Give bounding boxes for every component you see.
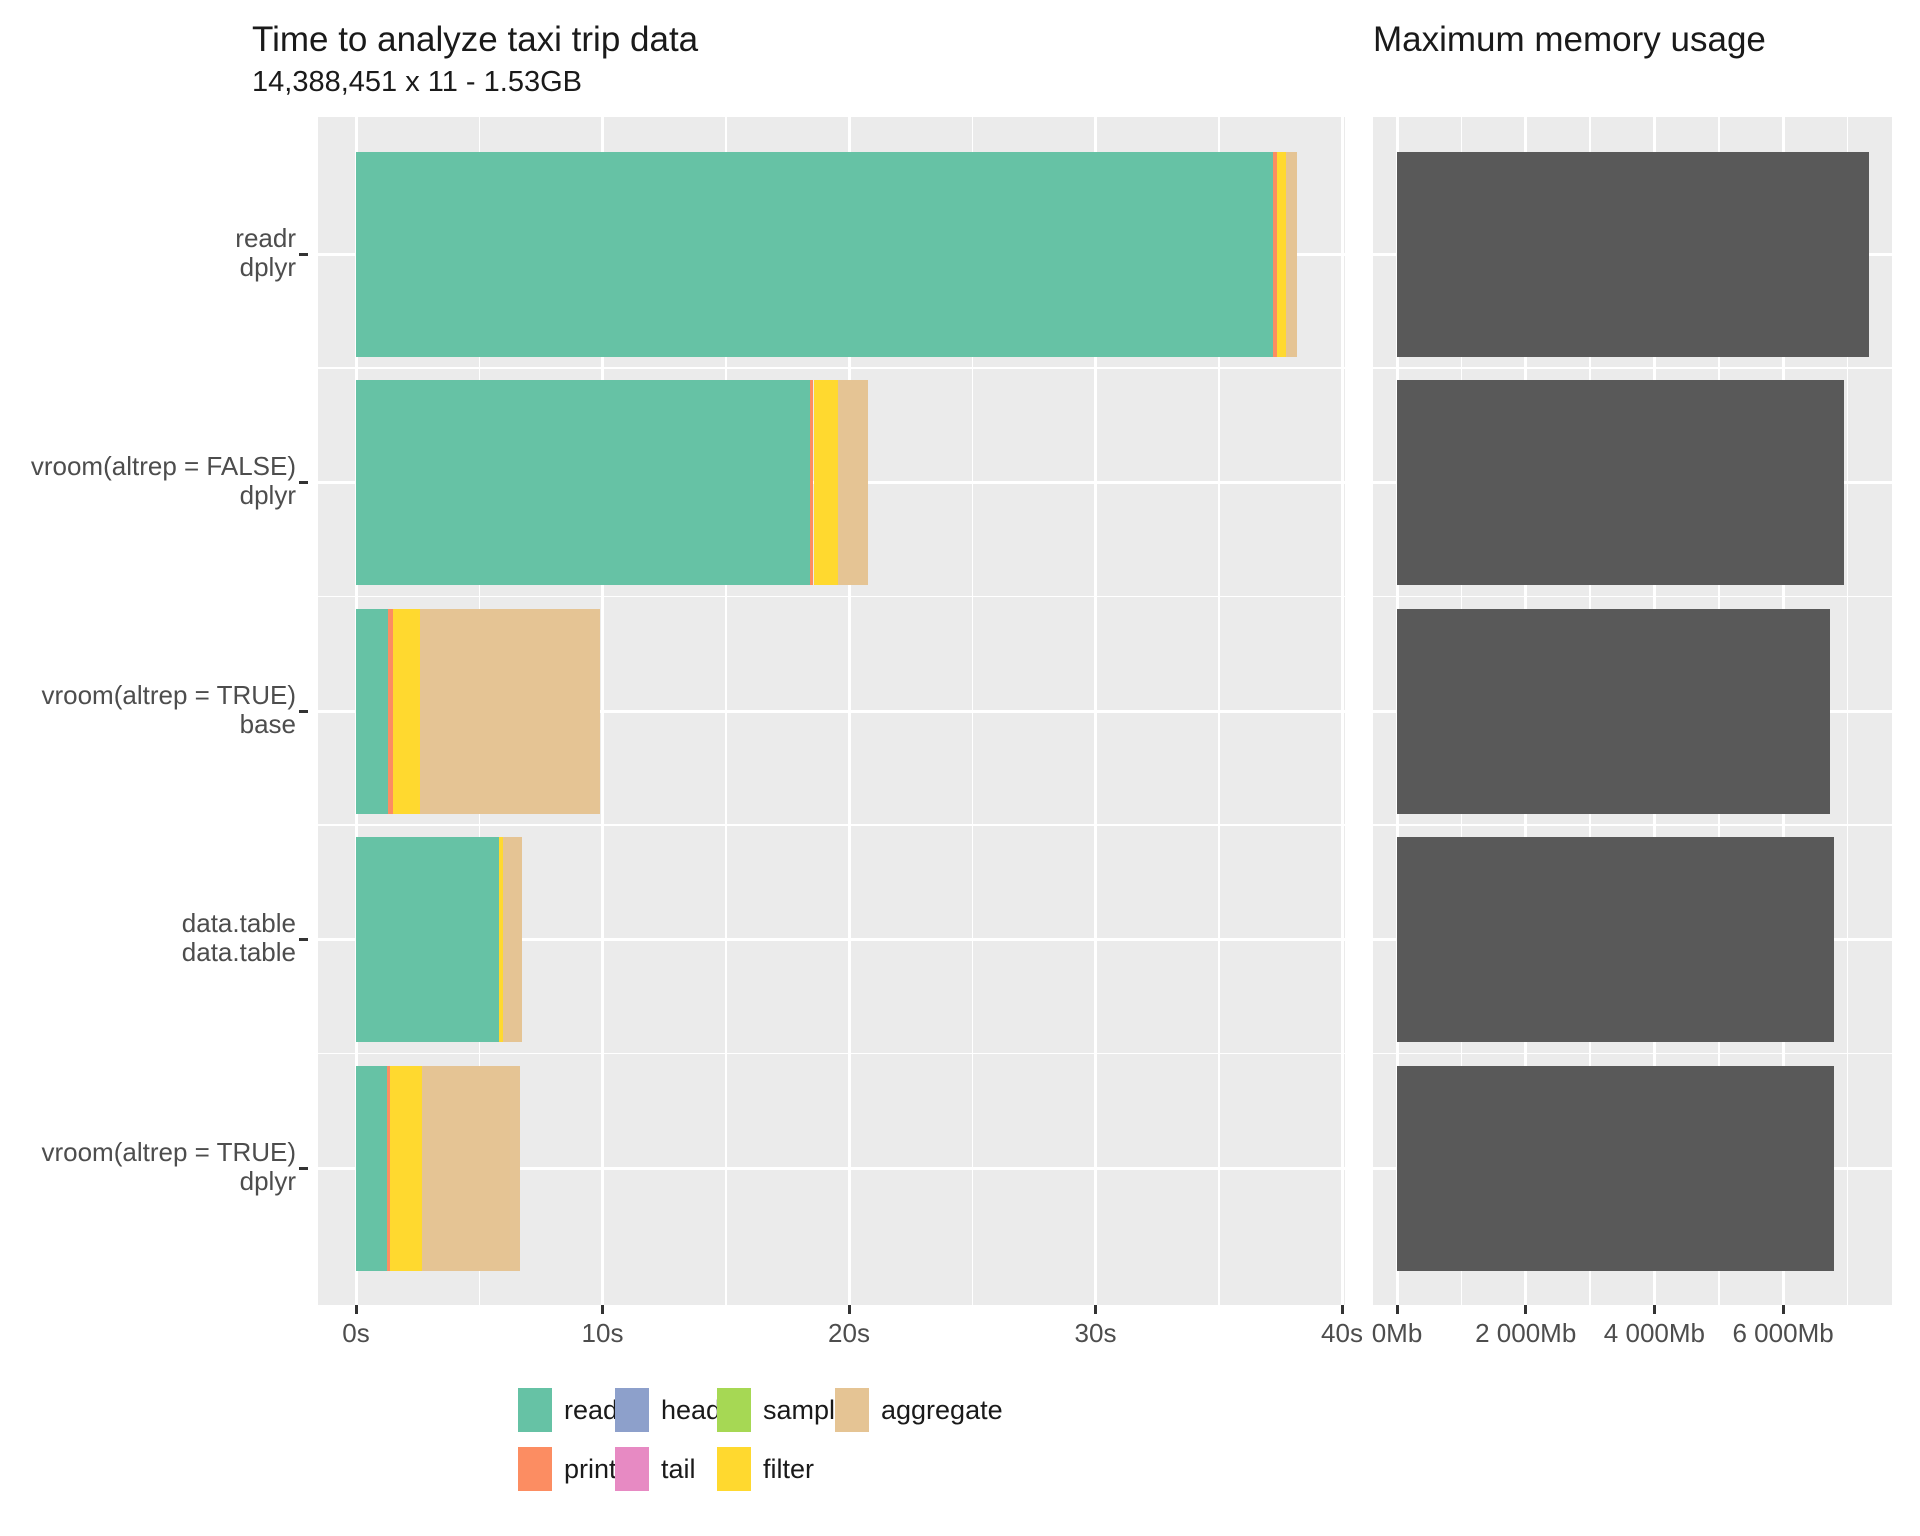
grid-minor-y: [318, 595, 1345, 598]
memory-bar: [1397, 379, 1845, 585]
legend-label-read: read: [564, 1395, 619, 1425]
y-axis-tick: [299, 480, 308, 484]
legend-label-filter: filter: [763, 1454, 815, 1484]
memory-bar: [1397, 836, 1834, 1042]
y-axis-tick: [299, 709, 308, 713]
grid-major-y: [318, 937, 1345, 941]
bar-segment-read: [356, 379, 810, 585]
bar-segment-aggregate: [1286, 151, 1298, 357]
x-axis-tick: [1524, 1305, 1528, 1314]
x-axis-tick: [1395, 1305, 1399, 1314]
x-axis-tick: [1781, 1305, 1785, 1314]
y-axis-label: vroom(altrep = FALSE) dplyr: [30, 451, 296, 510]
time-panel: [318, 117, 1345, 1305]
y-axis-label: data.table data.table: [181, 908, 296, 967]
bar-segment-read: [356, 1065, 387, 1271]
grid-minor-y: [1373, 595, 1892, 598]
legend-label-head: head: [661, 1395, 722, 1425]
grid-minor-y: [1373, 1052, 1892, 1055]
grid-major-y: [318, 1166, 1345, 1170]
x-axis-tick: [1094, 1305, 1097, 1314]
bar-segment-filter: [813, 379, 839, 585]
bar-segment-filter: [389, 1065, 422, 1271]
legend-swatch-aggregate: [835, 1388, 869, 1432]
legend-label-aggregate: aggregate: [881, 1395, 1003, 1425]
legend-swatch-tail: [615, 1447, 649, 1491]
legend-swatch-sample: [717, 1388, 751, 1432]
bar-segment-print: [809, 379, 814, 585]
legend-label-print: print: [564, 1454, 617, 1484]
x-axis-tick: [601, 1305, 604, 1314]
bar-segment-filter: [392, 608, 421, 814]
grid-minor-y: [318, 367, 1345, 369]
memory-bar: [1397, 151, 1869, 357]
y-axis-tick: [299, 252, 308, 256]
grid-minor-y: [1373, 824, 1892, 826]
grid-minor-y: [318, 1052, 1345, 1055]
bar-segment-read: [356, 151, 1273, 357]
memory-chart-title: Maximum memory usage: [1373, 20, 1766, 59]
bar-segment-print: [386, 1065, 390, 1271]
x-tick-label: 6 000Mb: [1732, 1318, 1834, 1348]
x-tick-label: 0s: [342, 1318, 370, 1348]
memory-bar: [1397, 1065, 1834, 1271]
x-tick-label: 4 000Mb: [1603, 1318, 1705, 1348]
y-axis-label: vroom(altrep = TRUE) base: [41, 680, 296, 739]
bar-segment-aggregate: [420, 608, 601, 814]
grid-minor-y: [318, 824, 1345, 826]
x-axis-tick: [354, 1305, 358, 1314]
bar-segment-aggregate: [838, 379, 868, 585]
bar-segment-filter: [1276, 151, 1287, 357]
legend-swatch-read: [518, 1388, 552, 1432]
y-axis-tick: [299, 937, 308, 941]
y-axis-label: readr dplyr: [235, 223, 296, 282]
grid-minor-y: [1373, 367, 1892, 369]
x-tick-label: 0Mb: [1371, 1318, 1423, 1348]
x-axis-tick: [1340, 1305, 1344, 1314]
memory-panel: [1373, 117, 1892, 1305]
x-tick-label: 2 000Mb: [1475, 1318, 1577, 1348]
x-tick-label: 40s: [1321, 1318, 1363, 1348]
legend-label-tail: tail: [661, 1454, 696, 1484]
bar-segment-print: [1272, 151, 1277, 357]
bar-segment-aggregate: [502, 836, 522, 1042]
bar-segment-read: [356, 608, 389, 814]
time-chart-title: Time to analyze taxi trip data: [252, 20, 699, 59]
bar-segment-filter: [498, 836, 503, 1042]
y-axis-tick: [299, 1166, 308, 1170]
grid-major-y: [318, 709, 1345, 713]
legend-swatch-filter: [717, 1447, 751, 1491]
x-axis-tick: [1652, 1305, 1656, 1314]
y-axis-label: vroom(altrep = TRUE) dplyr: [41, 1137, 296, 1196]
bar-segment-print: [388, 608, 393, 814]
bar-segment-aggregate: [421, 1065, 521, 1271]
time-chart-subtitle: 14,388,451 x 11 - 1.53GB: [252, 66, 582, 98]
legend-swatch-head: [615, 1388, 649, 1432]
x-tick-label: 10s: [581, 1318, 624, 1348]
x-tick-label: 20s: [828, 1318, 870, 1348]
x-axis-tick: [847, 1305, 851, 1314]
x-tick-label: 30s: [1074, 1318, 1117, 1348]
bar-segment-read: [356, 836, 499, 1042]
legend-swatch-print: [518, 1447, 552, 1491]
memory-bar: [1397, 608, 1831, 814]
